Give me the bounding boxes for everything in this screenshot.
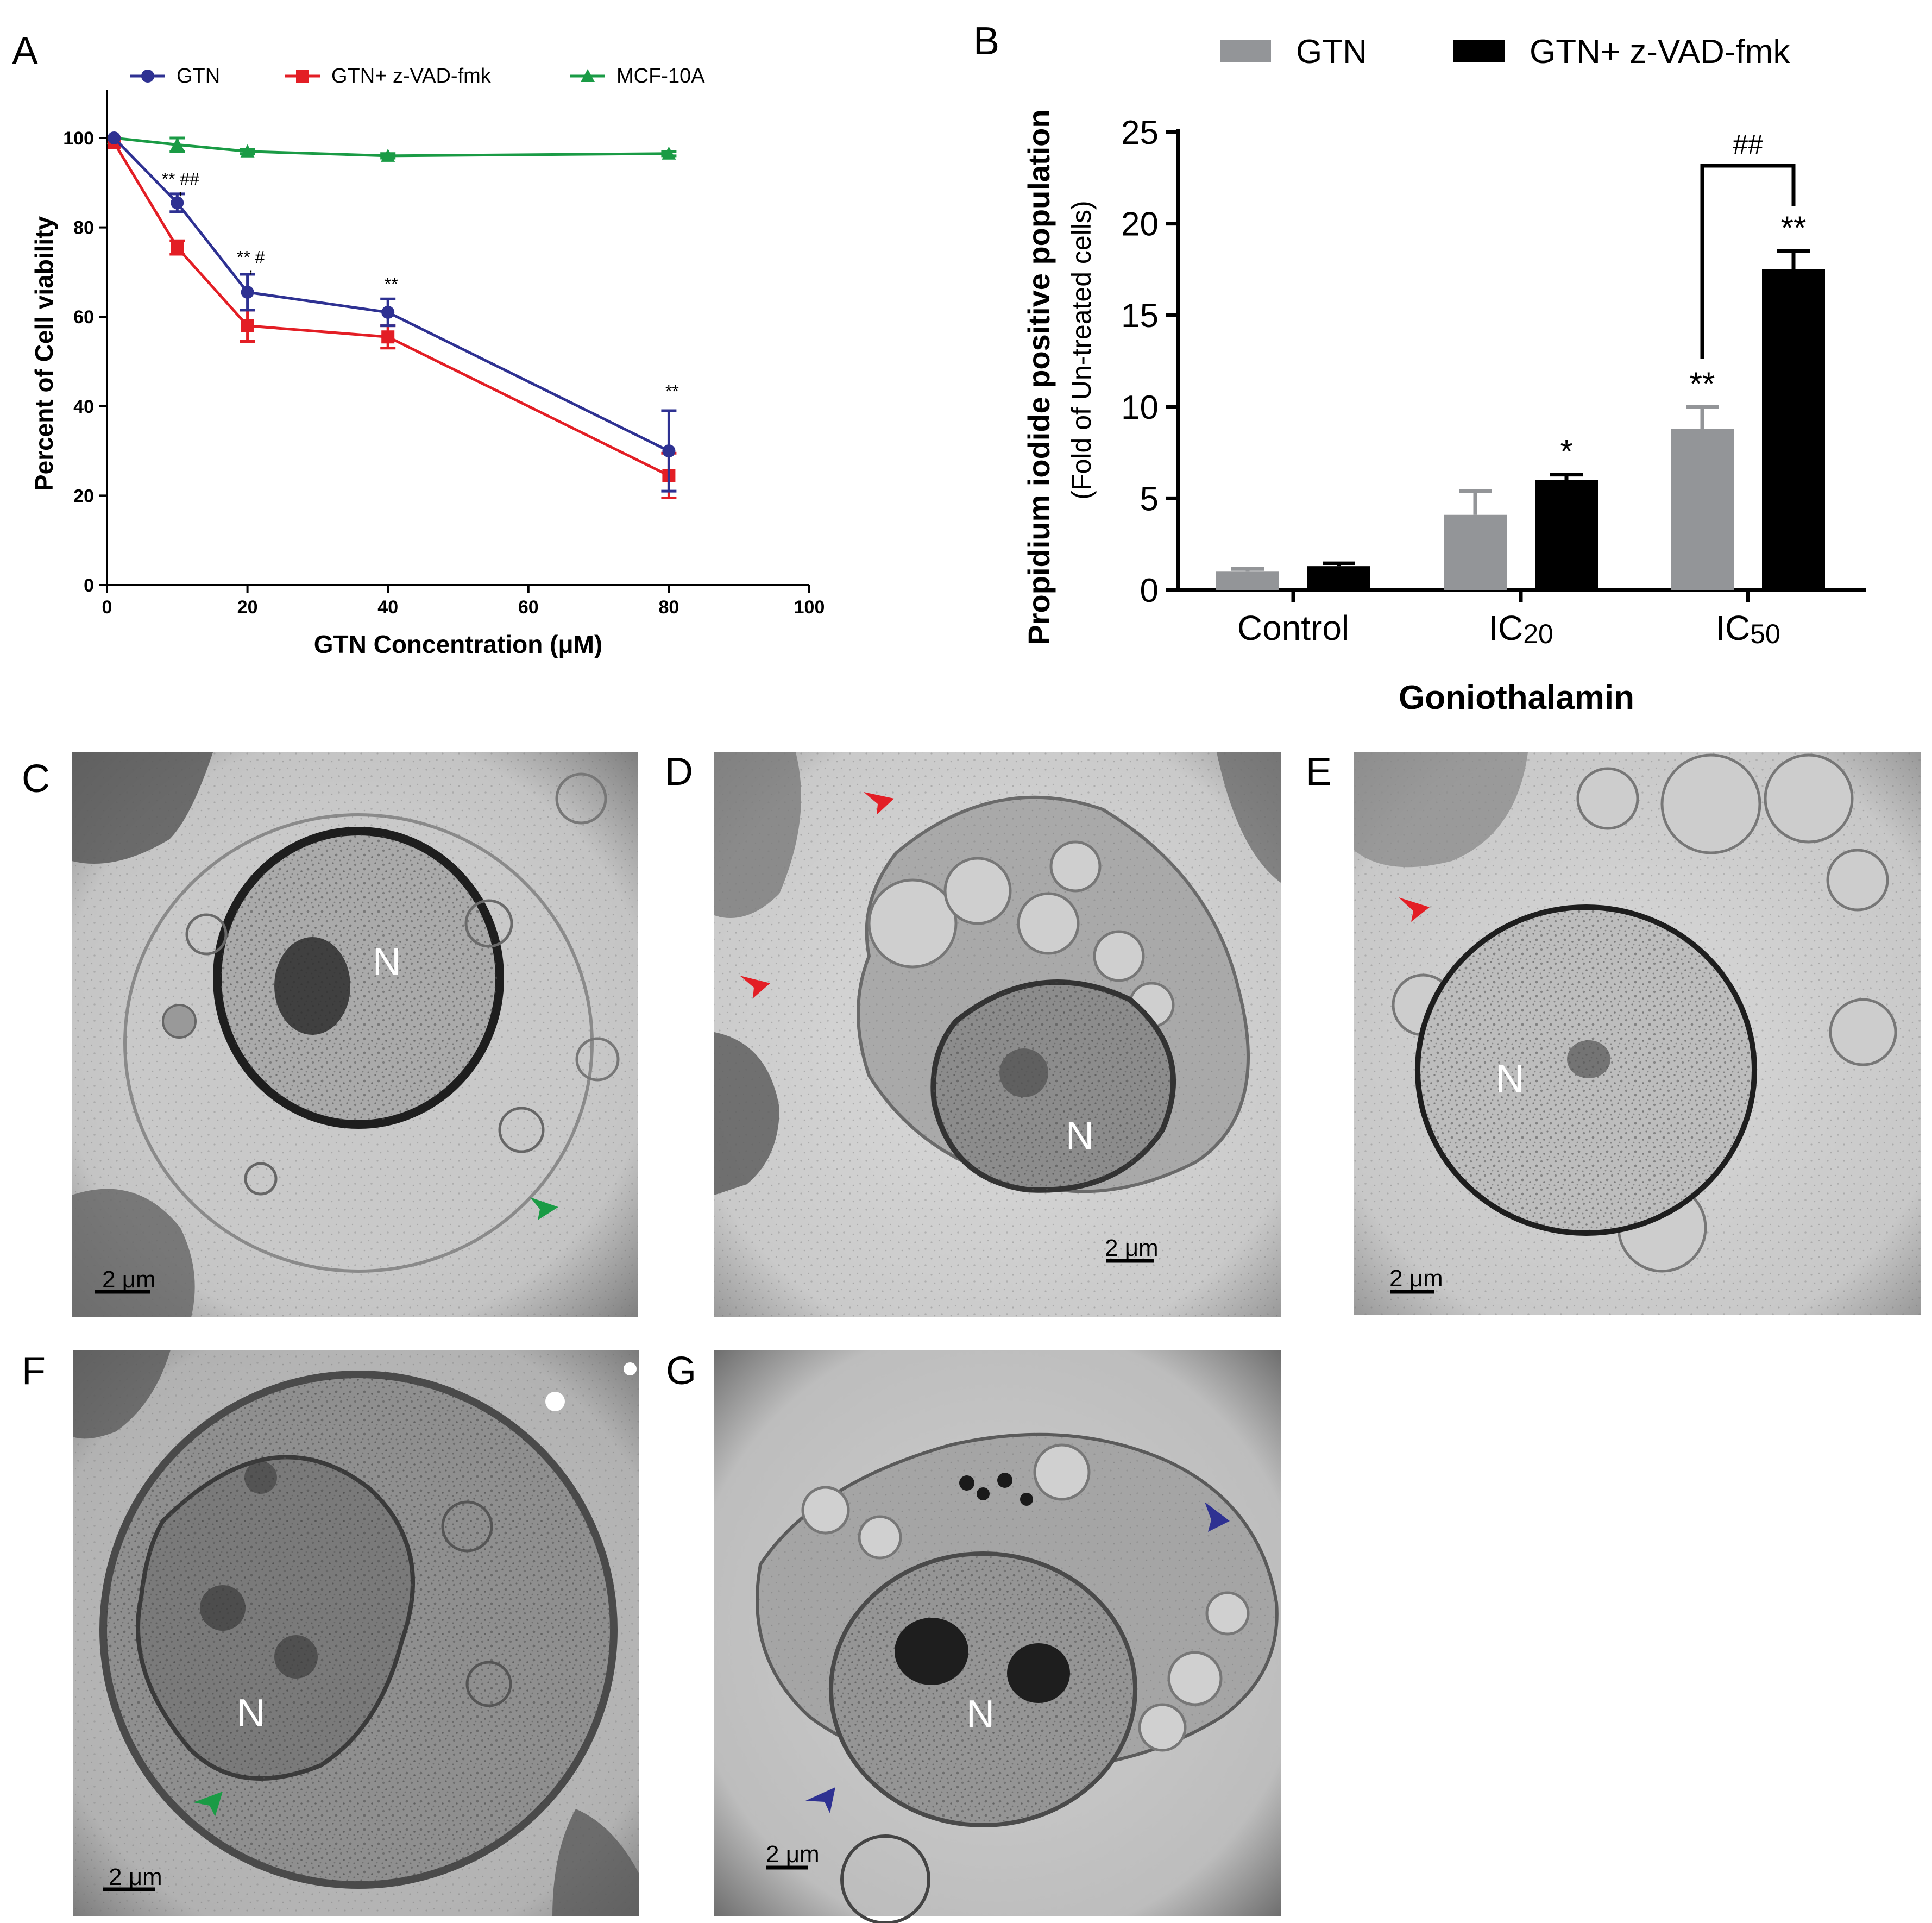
bracket-label-b: ## bbox=[1733, 129, 1763, 160]
y-axis-sublabel-b: (Fold of Un-treated cells) bbox=[1066, 200, 1097, 499]
data-point-a-2-1 bbox=[170, 137, 185, 151]
nucleus-label-c: N bbox=[373, 940, 401, 984]
legend-swatch-b-1 bbox=[1453, 40, 1505, 62]
y-axis-label-a: Percent of Cell viability bbox=[30, 216, 58, 492]
legend-label-b-1: GTN+ z-VAD-fmk bbox=[1530, 33, 1790, 71]
panel-label-b: B bbox=[973, 20, 999, 63]
legend-marker-a-0 bbox=[141, 70, 154, 83]
annotation-b-1: ** bbox=[1690, 366, 1715, 402]
panel-label-a: A bbox=[12, 29, 38, 73]
arrowhead-red-icon-1 bbox=[864, 792, 894, 815]
bar-b-2-1 bbox=[1762, 269, 1825, 590]
annotation-a-1: , bbox=[178, 178, 183, 198]
x-tick-label-a-3: 60 bbox=[518, 597, 539, 618]
data-point-a-1-3 bbox=[381, 330, 395, 344]
y-tick-label-a-1: 20 bbox=[73, 486, 94, 506]
data-point-a-2-4 bbox=[662, 146, 676, 160]
data-point-a-1-1 bbox=[171, 241, 184, 254]
data-point-a-0-1 bbox=[171, 196, 184, 210]
x-tick-label-b-0: Control bbox=[1237, 608, 1349, 648]
significance-bracket-b bbox=[1700, 164, 1796, 359]
annotation-a-2: ** # bbox=[237, 247, 265, 267]
y-tick-label-b-5: 25 bbox=[1121, 114, 1159, 152]
panel-label-d: D bbox=[665, 750, 693, 794]
bar-b-1-1 bbox=[1535, 480, 1598, 590]
x-tick-label-a-2: 40 bbox=[377, 597, 398, 618]
y-tick-label-a-0: 0 bbox=[84, 575, 94, 596]
x-tick-label-a-5: 100 bbox=[794, 597, 825, 618]
micrograph-f: N 2 μm bbox=[73, 1350, 639, 1916]
y-tick-label-b-1: 5 bbox=[1140, 480, 1159, 518]
bar-b-2-0 bbox=[1671, 429, 1734, 590]
viability-line-chart: 0 20 40 60 80 100 0 20 40 60 80 100 GTN Concentratio… bbox=[30, 65, 825, 658]
nucleus-label-f: N bbox=[237, 1692, 265, 1735]
panel-label-g: G bbox=[666, 1349, 696, 1393]
data-point-a-1-2 bbox=[241, 319, 254, 332]
legend-label-a-1: GTN+ z-VAD-fmk bbox=[331, 65, 492, 87]
data-point-a-2-3 bbox=[381, 148, 395, 162]
x-axis-label-b: Goniothalamin bbox=[1399, 679, 1634, 717]
data-point-a-2-2 bbox=[240, 144, 255, 158]
y-tick-label-b-0: 0 bbox=[1140, 572, 1159, 609]
x-axis-label-a: GTN Concentration (μM) bbox=[314, 630, 603, 658]
y-tick-label-a-2: 40 bbox=[73, 397, 94, 417]
annotation-b-2: ** bbox=[1781, 210, 1807, 246]
bar-b-1-0 bbox=[1444, 514, 1507, 590]
y-tick-label-a-3: 60 bbox=[73, 307, 94, 328]
nucleus-label-d: N bbox=[1066, 1114, 1094, 1158]
panel-label-c: C bbox=[22, 757, 50, 801]
bar-b-0-0 bbox=[1216, 571, 1279, 590]
micrograph-g: N 2 μm bbox=[714, 1350, 1281, 1923]
legend-marker-a-1 bbox=[296, 70, 309, 83]
panel-label-f: F bbox=[22, 1349, 46, 1393]
panel-label-e: E bbox=[1306, 750, 1332, 794]
y-tick-label-a-4: 80 bbox=[73, 218, 94, 238]
x-tick-label-a-4: 80 bbox=[658, 597, 679, 618]
annotation-b-0: * bbox=[1560, 433, 1572, 470]
annotation-a-3: , bbox=[248, 256, 253, 276]
legend-label-b-0: GTN bbox=[1296, 33, 1367, 71]
scale-bar-label-c: 2 μm bbox=[102, 1266, 156, 1293]
bar-b-0-1 bbox=[1307, 566, 1370, 590]
scale-bar-label-f: 2 μm bbox=[109, 1864, 162, 1890]
arrowhead-red-icon-2 bbox=[740, 976, 770, 998]
x-tick-label-b-2: IC50 bbox=[1715, 608, 1780, 649]
legend-label-a-2: MCF-10A bbox=[616, 65, 705, 87]
y-tick-label-a-5: 100 bbox=[63, 128, 94, 149]
arrowhead-red-icon-3 bbox=[1399, 897, 1430, 922]
annotation-a-4: ** bbox=[385, 274, 398, 294]
x-tick-label-b-1: IC20 bbox=[1488, 608, 1553, 649]
arrowhead-green-icon-2 bbox=[193, 1792, 223, 1817]
y-tick-label-b-3: 15 bbox=[1121, 297, 1159, 335]
micrograph-c: N 2 μm bbox=[72, 752, 638, 1317]
arrowhead-blue-icon-2 bbox=[805, 1787, 835, 1813]
annotation-a-5: ** bbox=[665, 381, 679, 401]
y-tick-label-b-4: 20 bbox=[1121, 206, 1159, 243]
data-point-a-0-3 bbox=[381, 305, 395, 319]
data-point-a-0-0 bbox=[107, 131, 121, 144]
nucleus-label-g: N bbox=[966, 1693, 995, 1736]
y-tick-label-b-2: 10 bbox=[1121, 389, 1159, 426]
annotation-a-0: ** ## bbox=[162, 169, 200, 188]
arrowhead-blue-icon-1 bbox=[1205, 1502, 1230, 1532]
nucleus-label-e: N bbox=[1496, 1057, 1524, 1101]
legend-label-a-0: GTN bbox=[177, 65, 220, 87]
data-point-a-0-4 bbox=[662, 444, 676, 458]
data-point-a-0-2 bbox=[241, 285, 254, 299]
scale-bar-label-d: 2 μm bbox=[1105, 1235, 1159, 1261]
legend-marker-a-2 bbox=[581, 69, 595, 82]
y-axis-label-b: Propidium iodide positive population bbox=[1022, 109, 1056, 645]
micrograph-e: N 2 μm bbox=[1354, 752, 1921, 1315]
x-tick-label-a-1: 20 bbox=[237, 597, 258, 618]
legend-swatch-b-0 bbox=[1220, 40, 1271, 62]
x-tick-label-a-0: 0 bbox=[102, 597, 112, 618]
scale-bar-label-e: 2 μm bbox=[1389, 1265, 1443, 1292]
arrowhead-green-icon bbox=[530, 1197, 558, 1220]
micrograph-d: N 2 μm bbox=[714, 752, 1281, 1317]
scale-bar-label-g: 2 μm bbox=[766, 1841, 820, 1868]
